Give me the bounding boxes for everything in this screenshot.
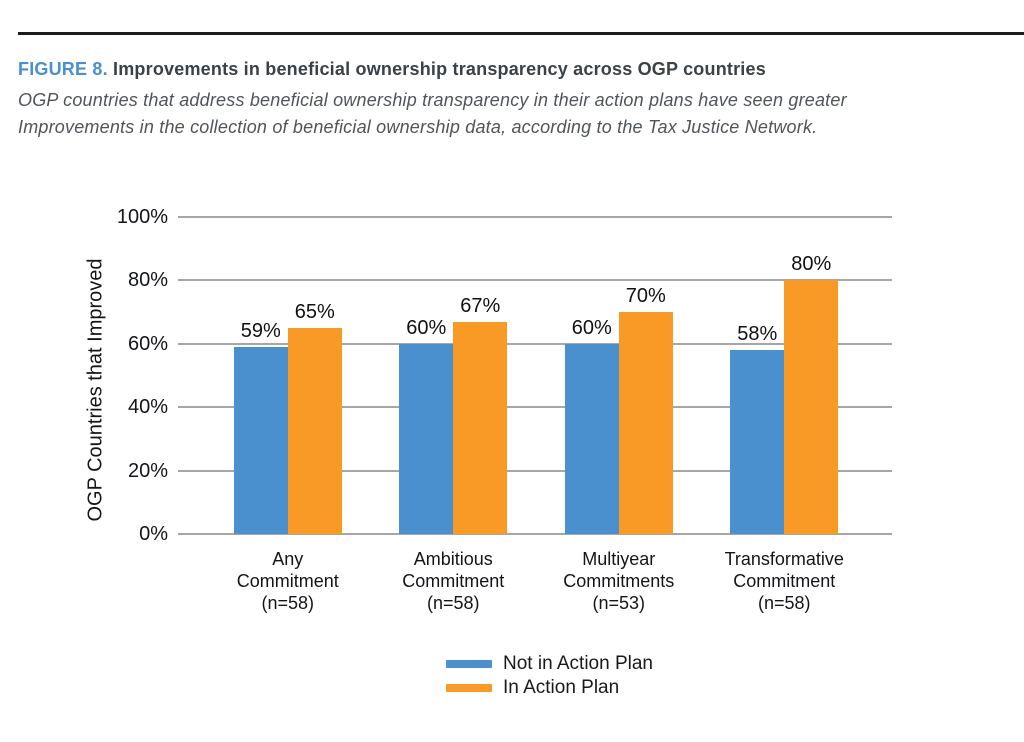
bar-value-label: 59% [240,319,281,342]
bar-value-label: 70% [625,285,666,308]
legend-item: Not in Action Plan [446,652,653,674]
bar-value-label: 60% [406,316,447,339]
figure-subtitle: OGP countries that address beneficial ow… [18,87,847,141]
gridline [178,533,892,535]
figure-heading-text: Improvements in beneficial ownership tra… [113,59,766,79]
gridline [178,216,892,218]
gridline [178,279,892,282]
plot-area: 59% 65% 60% 67% 60% 70% 58% 80% [178,216,892,535]
legend-swatch [446,683,492,692]
bar-not-in-action-plan: 59% [233,320,288,534]
bar-groups: 59% 65% 60% 67% 60% 70% 58% 80% [180,217,892,534]
y-tick-label: 40% [127,396,168,419]
legend-item: In Action Plan [446,676,653,698]
bar-value-label: 67% [460,294,501,317]
figure-subtitle-line-1: OGP countries that address beneficial ow… [18,90,847,110]
y-axis-tick-labels: 0% 20% 40% 60% 80% 100% [0,206,168,545]
gridline [178,406,892,409]
figure-number-label: FIGURE 8. [18,59,108,79]
bar-group: 59% 65% [205,217,371,534]
category-label: Transformative Commitment (n=58) [724,549,844,613]
bar-group: 58% 80% [702,217,868,534]
y-tick-label: 60% [127,332,168,355]
y-tick-label: 80% [127,269,168,292]
y-tick-label: 100% [116,206,168,228]
category-label: Multiyear Commitments (n=53) [563,549,675,613]
bar-not-in-action-plan: 60% [564,317,619,534]
y-tick-label: 20% [127,459,168,482]
bar-group: 60% 70% [536,217,702,534]
figure-title: FIGURE 8. Improvements in beneficial own… [18,59,766,80]
category-label: Ambitious Commitment (n=58) [402,549,505,613]
bar-value-label: 60% [571,316,612,339]
y-tick-label: 0% [139,523,168,545]
legend-label: In Action Plan [503,676,620,698]
category-label: Any Commitment (n=58) [236,549,339,613]
bar-in-action-plan: 65% [287,301,342,534]
top-rule-divider [18,32,1024,35]
gridline [178,342,892,345]
gridline [178,469,892,472]
legend-label: Not in Action Plan [503,652,653,674]
legend-swatch [446,659,492,668]
bar-in-action-plan: 70% [618,285,673,534]
bar-value-label: 58% [737,323,778,346]
bar-in-action-plan: 80% [784,253,839,534]
bar-group: 60% 67% [371,217,537,534]
bar-not-in-action-plan: 58% [730,323,785,534]
bar-value-label: 65% [294,300,335,323]
x-axis-category-labels: Any Commitment (n=58) Ambitious Commitment (n… [180,548,892,614]
bar-not-in-action-plan: 60% [399,317,454,534]
bar-value-label: 80% [791,253,832,276]
bar-in-action-plan: 67% [453,295,508,534]
legend: Not in Action Plan In Action Plan [446,652,653,698]
figure-subtitle-line-2: Improvements in the collection of benefi… [18,117,818,137]
